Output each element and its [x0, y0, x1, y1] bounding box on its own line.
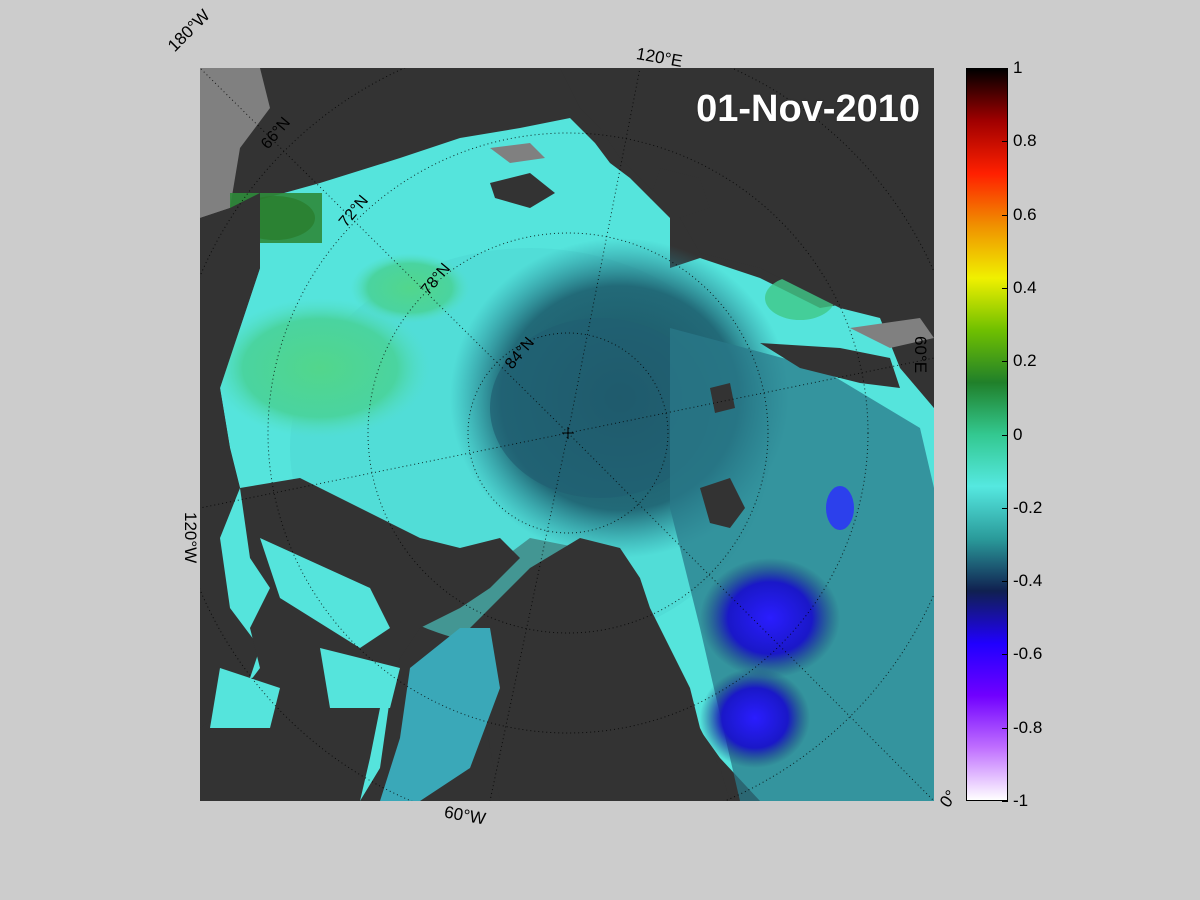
colorbar-tick-mark [1002, 287, 1008, 289]
date-label: 01-Nov-2010 [696, 88, 920, 130]
beaufort-green-patch [210, 298, 430, 438]
meridian-0 [567, 432, 934, 801]
nodata-coast-1 [490, 143, 545, 163]
franz-josef-land [710, 383, 735, 413]
colorbar-tick-label: 0.4 [1013, 277, 1037, 297]
colorbar-tick-mark [1002, 581, 1008, 583]
colorbar-tick-label: 1 [1013, 58, 1023, 77]
nodata-coast-2 [850, 318, 934, 348]
lon-label-180w: 180°W [164, 5, 214, 56]
deep-blue-patch-2 [700, 668, 810, 768]
archipelago-channel-1 [260, 538, 390, 648]
colorbar-tick-mark [1002, 68, 1008, 69]
colorbar-tick-mark [1002, 801, 1008, 802]
svalbard [700, 478, 745, 528]
colorbar-tick-label: 0 [1013, 424, 1023, 444]
colorbar-tick-mark [1002, 361, 1008, 363]
siberia-landmass [560, 68, 934, 408]
colorbar-tick-label: -0.2 [1013, 497, 1043, 517]
colorbar-tick-mark [1002, 214, 1008, 216]
colorbar [966, 68, 1008, 801]
baffin-bay [380, 628, 500, 801]
chukchi-green-patch [350, 253, 470, 323]
lat-circle-78 [367, 232, 769, 634]
new-siberian-islands [490, 173, 555, 208]
deep-blue-patch-1 [700, 558, 840, 678]
nodata-region [200, 68, 270, 218]
north-pole-marker [562, 427, 574, 439]
novaya-zemlya [760, 343, 900, 388]
colorbar-tick-label: 0.2 [1013, 351, 1037, 371]
colorbar-tick-mark [1002, 141, 1008, 143]
central-arctic-core [490, 318, 710, 498]
archipelago-channel-2 [320, 648, 400, 708]
colorbar-tick-label: -1 [1013, 791, 1029, 810]
map-panel: 66°N 72°N 78°N 84°N 01-Nov-2010 [200, 68, 934, 801]
greenland-landmass [470, 538, 730, 801]
deep-blue-patch-3 [826, 486, 854, 530]
colorbar-tick-label: -0.6 [1013, 644, 1043, 664]
lon-label-120w: 120°W [181, 512, 200, 564]
colorbar-tick-label: -0.4 [1013, 571, 1043, 591]
taymyr-island [650, 168, 710, 218]
colorbar-tick-mark [1002, 507, 1008, 509]
lat-circle-84 [467, 332, 669, 534]
colorbar-tick-mark [1002, 727, 1008, 729]
lon-label-0: 0° [936, 786, 961, 811]
graticule [200, 68, 934, 801]
colorbar-tick-label: -0.8 [1013, 717, 1043, 737]
meridian-120w [200, 432, 569, 509]
colorbar-tick-label: 0.6 [1013, 204, 1037, 224]
alaska-landmass [200, 193, 260, 488]
lon-label-60w: 60°W [442, 802, 488, 829]
lon-label-60e: 60°E [911, 336, 930, 374]
colorbar-tick-label: 0.8 [1013, 131, 1037, 151]
arctic-map: 66°N 72°N 78°N 84°N [200, 68, 934, 801]
colorbar-tick-mark [1002, 654, 1008, 656]
colorbar-tick-mark [1002, 434, 1008, 436]
lat-circle-72 [267, 132, 869, 734]
archipelago-channel-3 [210, 668, 280, 728]
meridian-60w [489, 432, 569, 801]
